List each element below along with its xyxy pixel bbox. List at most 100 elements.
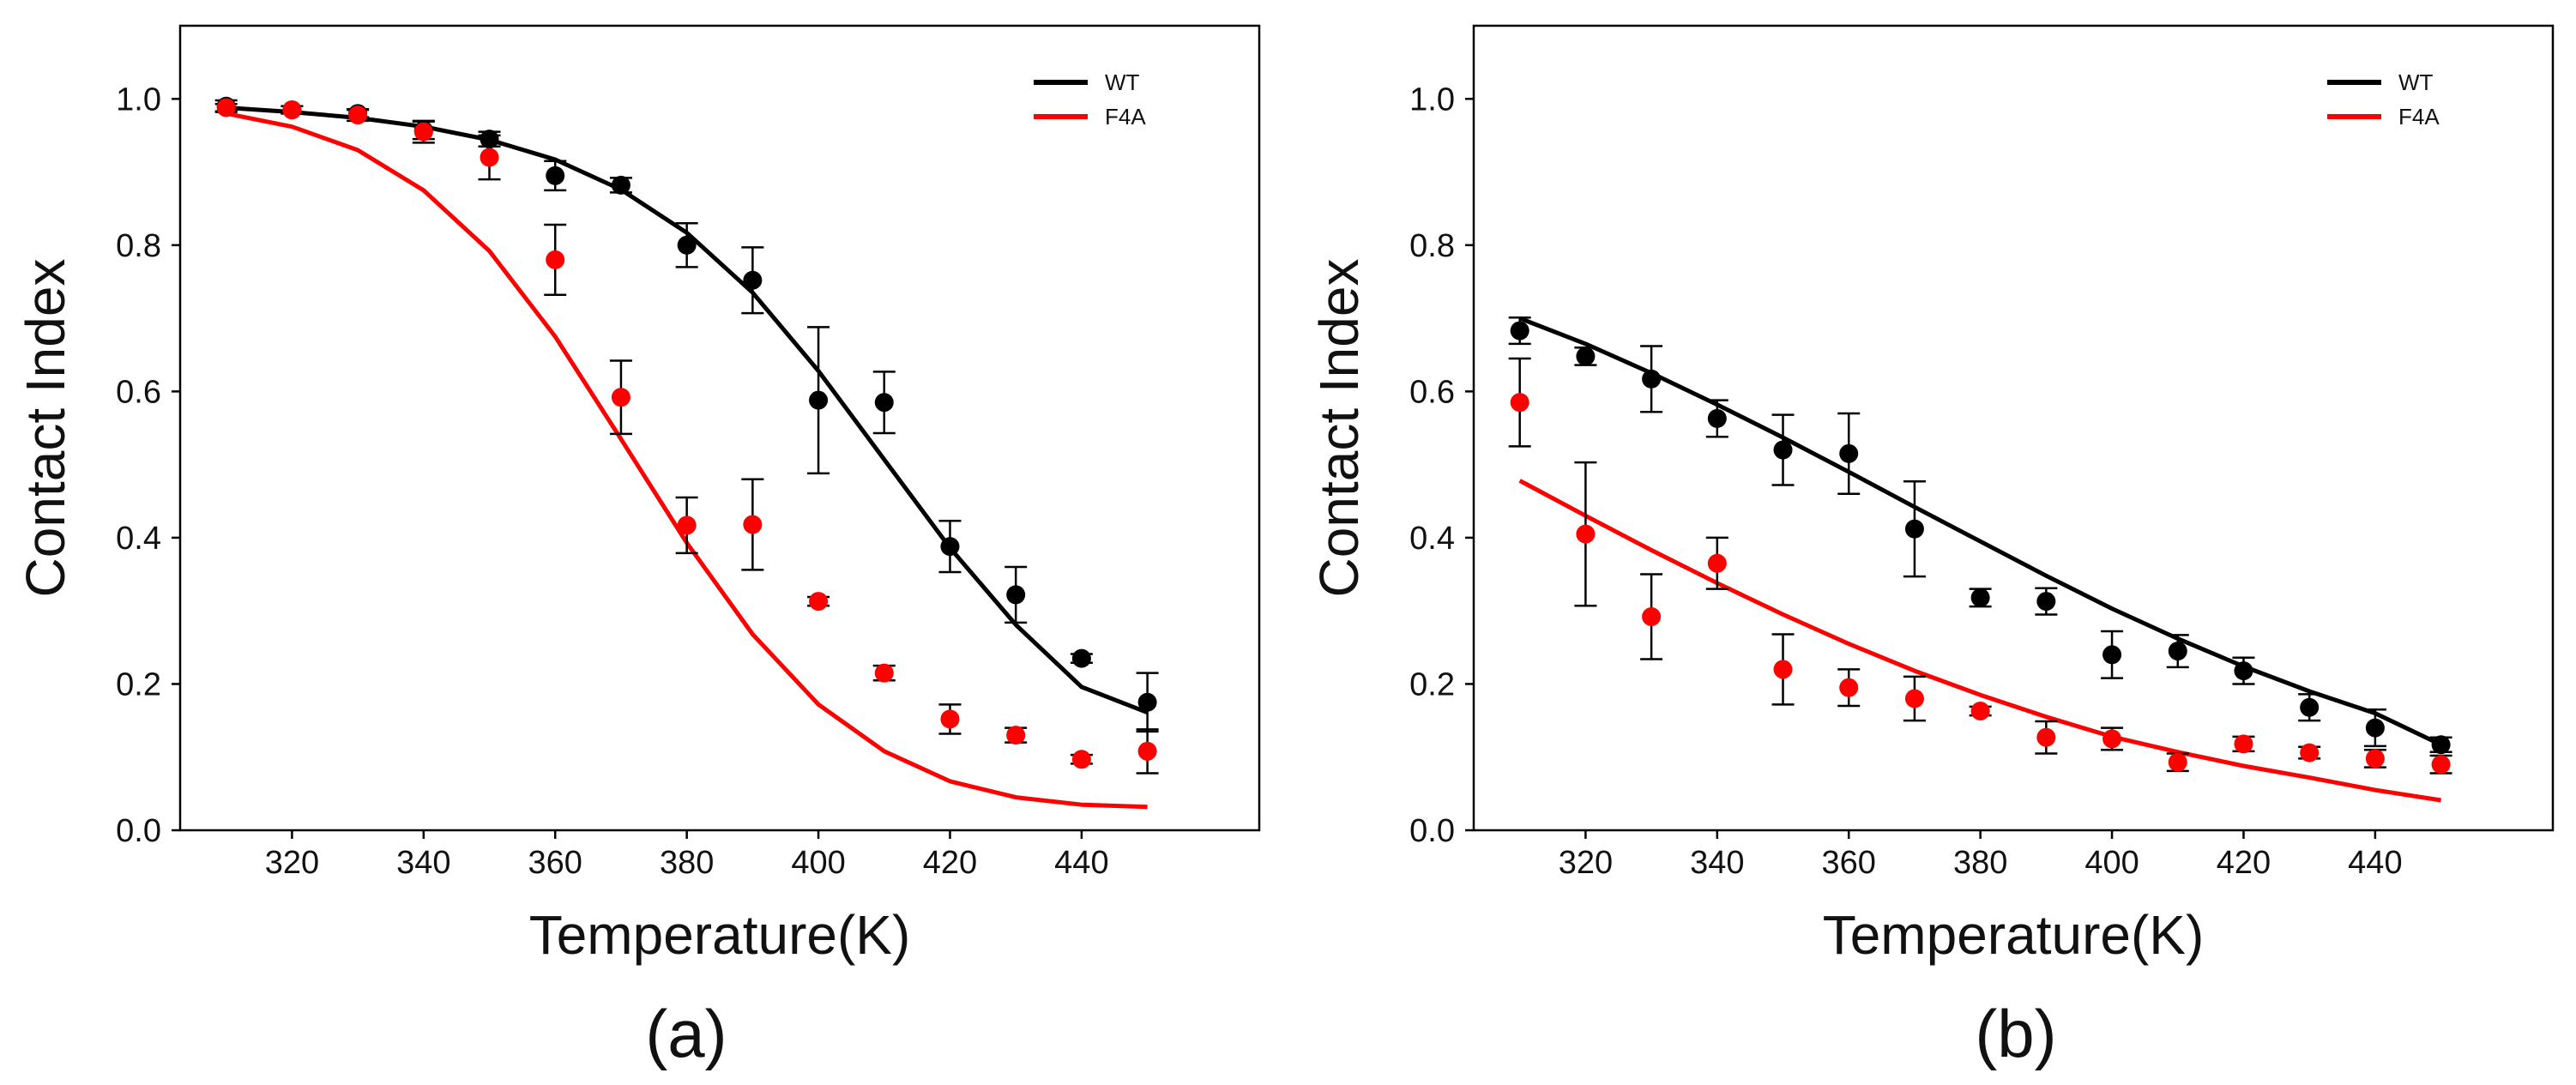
y-axis-label: Contact Index (1308, 259, 1370, 598)
data-point-f4a (1071, 750, 1091, 769)
plot-frame (178, 24, 1261, 832)
data-point-f4a (2300, 743, 2320, 763)
data-point-f4a (940, 709, 960, 729)
plot-frame (1472, 24, 2555, 832)
data-point-f4a (611, 388, 630, 407)
data-point-wt (1642, 369, 1662, 389)
y-tick-label: 0.4 (116, 521, 161, 557)
data-point-wt (2365, 718, 2385, 738)
y-tick-label: 0.8 (116, 228, 161, 264)
data-point-wt (2168, 642, 2187, 661)
data-point-wt (1006, 585, 1026, 605)
x-tick-label: 360 (1822, 845, 1876, 881)
data-point-f4a (1904, 689, 1924, 708)
y-tick-label: 0.4 (1409, 521, 1455, 557)
data-point-wt (1839, 443, 1859, 463)
data-point-wt (611, 175, 630, 195)
data-point-f4a (1137, 741, 1157, 761)
y-tick-label: 1.0 (1409, 81, 1455, 118)
x-tick-label: 320 (265, 845, 319, 881)
legend: WT F4A (1034, 69, 1146, 130)
data-point-wt (809, 390, 829, 410)
data-point-wt (2036, 592, 2056, 612)
data-point-f4a (1576, 524, 1596, 544)
legend-label-wt: WT (2398, 69, 2434, 95)
x-tick-label: 360 (528, 845, 582, 881)
x-axis-label: Temperature(K) (529, 904, 911, 966)
data-point-wt (743, 270, 763, 290)
data-point-f4a (809, 592, 829, 612)
y-tick-label: 0.2 (116, 666, 161, 702)
fit-line-f4a (226, 111, 1148, 810)
x-tick-label: 440 (1054, 845, 1108, 881)
panel-label: (a) (645, 996, 727, 1071)
data-point-wt (1071, 648, 1091, 668)
series-layer (1508, 316, 2452, 803)
series-layer (214, 96, 1159, 810)
chart-panel-b: Contact Index Temperature(K) (b) 320 340 3… (1308, 24, 2555, 1071)
legend-label-f4a: F4A (1105, 104, 1146, 130)
data-point-f4a (2365, 749, 2385, 769)
data-point-wt (1576, 347, 1596, 366)
data-point-f4a (1707, 553, 1727, 573)
x-tick-label: 420 (2217, 845, 2271, 881)
fit-line-f4a (1518, 479, 2441, 803)
data-point-wt (2102, 645, 2122, 665)
x-tick-label: 380 (660, 845, 714, 881)
data-point-f4a (282, 100, 302, 120)
data-point-f4a (1510, 393, 1529, 413)
legend: WT F4A (2327, 69, 2440, 130)
data-point-wt (1707, 408, 1727, 428)
data-point-f4a (216, 98, 236, 118)
data-point-f4a (348, 105, 368, 125)
panel-label: (b) (1975, 996, 2056, 1071)
x-tick-label: 400 (2084, 845, 2139, 881)
axis-ticks: 320 340 360 380 400 420 440 0.0 0.2 0.4 0.6 0.8 1.0 (1409, 81, 2402, 881)
data-point-f4a (1839, 678, 1859, 697)
x-tick-label: 340 (396, 845, 450, 881)
x-tick-label: 440 (2348, 845, 2402, 881)
data-point-wt (1137, 692, 1157, 712)
data-point-f4a (2036, 727, 2056, 747)
data-point-wt (1510, 321, 1529, 341)
x-tick-label: 420 (923, 845, 977, 881)
data-point-wt (1773, 440, 1793, 460)
data-point-f4a (1773, 660, 1793, 679)
legend-label-wt: WT (1105, 69, 1140, 95)
data-point-f4a (677, 515, 697, 535)
chart-panel-a: Contact Index Temperature(K) (a) 320 340 3… (15, 24, 1261, 1071)
data-point-f4a (480, 148, 499, 167)
x-tick-label: 400 (791, 845, 845, 881)
data-point-f4a (874, 663, 894, 683)
data-point-wt (2234, 661, 2253, 681)
legend-label-f4a: F4A (2398, 104, 2440, 130)
data-point-f4a (1970, 702, 1990, 721)
data-point-f4a (1642, 607, 1662, 627)
data-point-wt (546, 166, 565, 185)
data-point-f4a (413, 122, 433, 142)
x-axis-label: Temperature(K) (1823, 904, 2205, 966)
data-point-wt (1904, 519, 1924, 539)
y-tick-label: 1.0 (116, 81, 161, 118)
fit-line-wt (1518, 316, 2442, 747)
x-tick-label: 340 (1690, 845, 1744, 881)
data-point-wt (874, 393, 894, 413)
y-tick-label: 0.6 (1409, 374, 1455, 410)
y-tick-label: 0.2 (1409, 666, 1455, 702)
y-tick-label: 0.6 (116, 374, 161, 410)
data-point-f4a (2102, 729, 2122, 749)
y-tick-label: 0.0 (116, 813, 161, 849)
data-point-f4a (1006, 726, 1026, 745)
data-point-f4a (2234, 734, 2253, 754)
data-point-wt (940, 537, 960, 557)
data-point-wt (1970, 588, 1990, 607)
data-point-wt (2431, 735, 2451, 755)
axis-ticks: 320 340 360 380 400 420 440 0.0 0.2 0.4 0.6 0.8 1.0 (116, 81, 1108, 881)
data-point-f4a (2431, 755, 2451, 775)
data-point-f4a (2168, 752, 2187, 772)
data-point-wt (2300, 697, 2320, 717)
y-tick-label: 0.8 (1409, 228, 1455, 264)
x-tick-label: 380 (1953, 845, 2007, 881)
x-tick-label: 320 (1559, 845, 1613, 881)
